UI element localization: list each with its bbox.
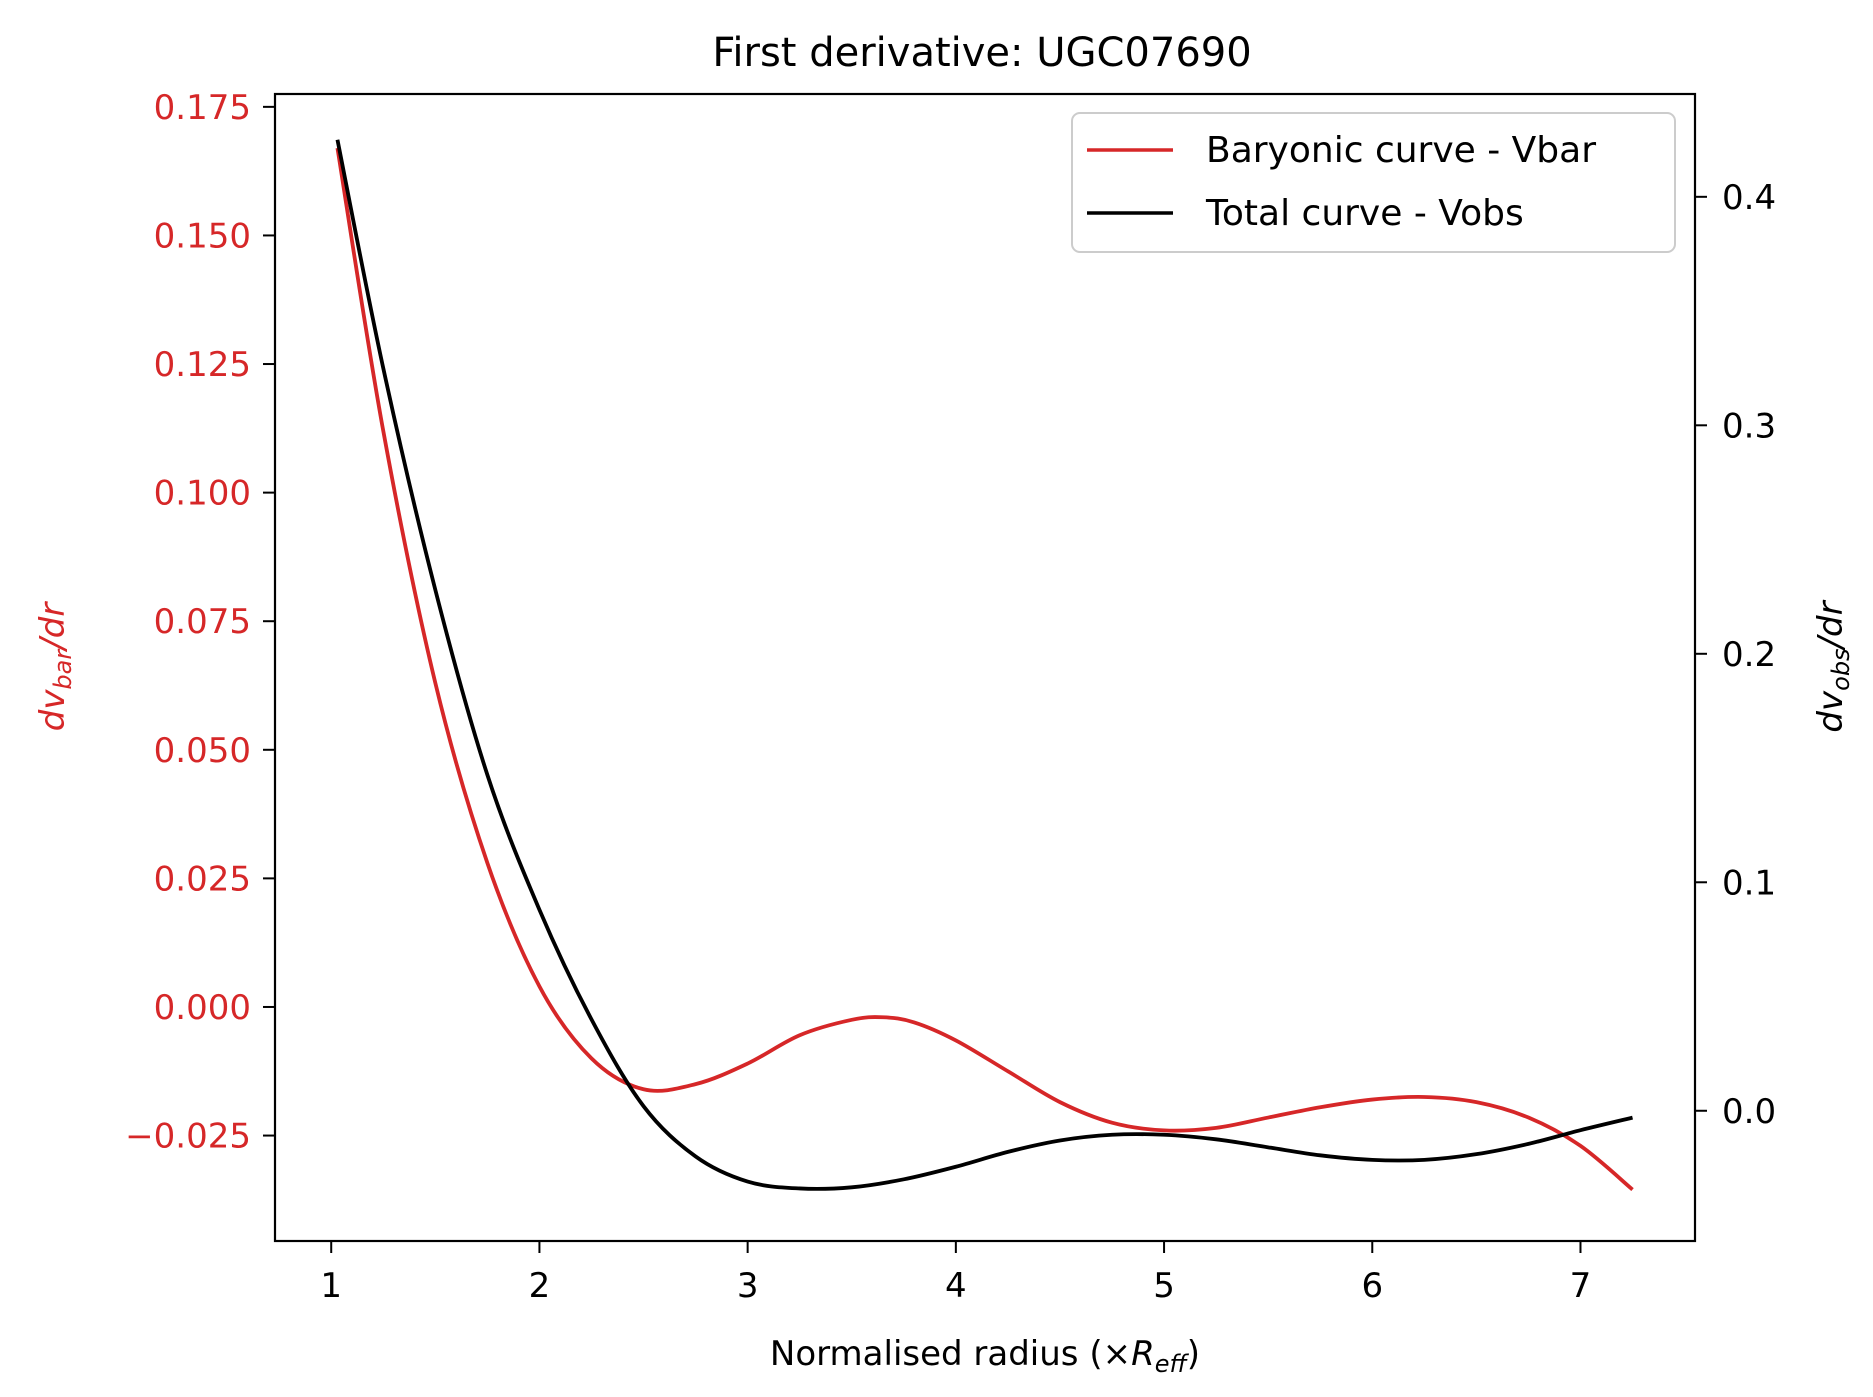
series-layer [335, 139, 1634, 1192]
x-tick-label: 5 [1153, 1266, 1175, 1306]
y-right-label-sub: obs [1827, 648, 1855, 690]
legend: Baryonic curve - Vbar Total curve - Vobs [1071, 112, 1676, 253]
x-axis-label-subscript: eff [1155, 1350, 1190, 1378]
y-axis-right-label: dvobs/dr [1811, 599, 1855, 732]
legend-box [1071, 112, 1676, 253]
y-right-tick-label: 0.2 [1722, 635, 1776, 675]
x-tick-label: 2 [529, 1266, 551, 1306]
y-left-label-sub: bar [49, 648, 77, 690]
series-line-vbar [335, 147, 1634, 1192]
y-left-tick-label: 0.075 [154, 602, 251, 642]
y-right-tick-label: 0.0 [1722, 1092, 1776, 1132]
y-right-label-b: /dr [1811, 599, 1851, 651]
x-axis-label-main: Normalised radius (× [770, 1334, 1131, 1374]
x-tick-label: 3 [737, 1266, 759, 1306]
plot-area [335, 139, 1634, 1192]
x-axis-label-symbol: R [1131, 1334, 1155, 1374]
x-tick-label: 7 [1570, 1266, 1592, 1306]
x-axis-label: Normalised radius (×Reff) [770, 1334, 1200, 1378]
y-right-tick-label: 0.1 [1722, 863, 1776, 903]
y-left-label-a: dv [33, 689, 73, 732]
y-axis-left-label: dvbar/dr [33, 601, 77, 732]
y-axis-right: 0.0 0.1 0.2 0.3 0.4 [1695, 178, 1776, 1132]
y-right-label-a: dv [1811, 690, 1851, 733]
legend-label-vobs: Total curve - Vobs [1205, 193, 1524, 234]
y-left-tick-label: 0.050 [154, 731, 251, 771]
y-left-tick-label: 0.150 [154, 216, 251, 256]
y-left-tick-label: 0.175 [154, 88, 251, 128]
y-right-tick-label: 0.4 [1722, 178, 1776, 218]
y-left-tick-label: −0.025 [125, 1117, 251, 1157]
y-left-tick-label: 0.000 [154, 988, 251, 1028]
x-tick-label: 1 [320, 1266, 342, 1306]
x-tick-label: 6 [1361, 1266, 1383, 1306]
x-axis-label-close: ) [1187, 1334, 1200, 1374]
y-axis-left: −0.025 0.000 0.025 0.050 0.075 0.100 0.125 0.15… [125, 88, 275, 1157]
series-line-vobs [335, 139, 1633, 1191]
x-axis: 1 2 3 4 5 6 7 [320, 1241, 1591, 1306]
y-right-tick-label: 0.3 [1722, 406, 1776, 446]
y-left-tick-label: 0.100 [154, 474, 251, 514]
legend-label-vbar: Baryonic curve - Vbar [1206, 130, 1596, 171]
y-left-tick-label: 0.125 [154, 345, 251, 385]
chart-title: First derivative: UGC07690 [712, 30, 1251, 76]
x-tick-label: 4 [945, 1266, 967, 1306]
plot-frame [273, 92, 1697, 1243]
y-left-label-b: /dr [33, 601, 73, 653]
y-left-tick-label: 0.025 [154, 859, 251, 899]
